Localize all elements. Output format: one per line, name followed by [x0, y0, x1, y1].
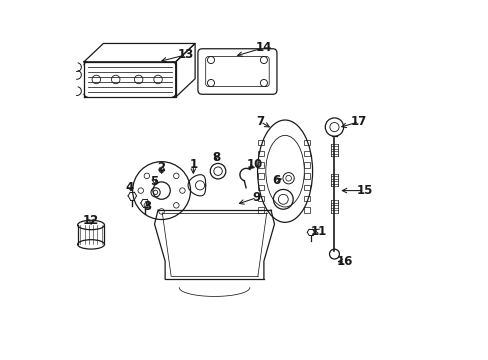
Text: 9: 9	[252, 191, 261, 204]
Bar	[258, 140, 264, 145]
Text: 4: 4	[125, 181, 134, 194]
Text: 12: 12	[83, 214, 99, 227]
Bar	[303, 196, 309, 202]
Text: 7: 7	[256, 115, 264, 128]
Text: 17: 17	[350, 115, 366, 128]
Bar	[303, 173, 309, 179]
Bar	[258, 173, 264, 179]
Text: 1: 1	[189, 158, 197, 171]
Bar	[303, 140, 309, 145]
Text: 3: 3	[143, 200, 151, 213]
Text: 10: 10	[246, 158, 263, 171]
Bar	[303, 162, 309, 168]
Text: 14: 14	[255, 41, 271, 54]
Text: 5: 5	[150, 175, 158, 188]
Bar	[303, 207, 309, 213]
Bar	[258, 196, 264, 202]
Text: 15: 15	[356, 184, 372, 197]
Text: 16: 16	[336, 255, 352, 267]
Text: 6: 6	[271, 174, 280, 186]
Text: 2: 2	[157, 161, 165, 174]
Bar	[303, 185, 309, 190]
Bar	[258, 162, 264, 168]
Bar	[303, 151, 309, 157]
Bar	[258, 151, 264, 157]
Text: 13: 13	[178, 48, 194, 61]
Bar	[258, 207, 264, 213]
Text: 8: 8	[212, 150, 220, 163]
Bar	[258, 185, 264, 190]
Text: 11: 11	[310, 225, 326, 238]
